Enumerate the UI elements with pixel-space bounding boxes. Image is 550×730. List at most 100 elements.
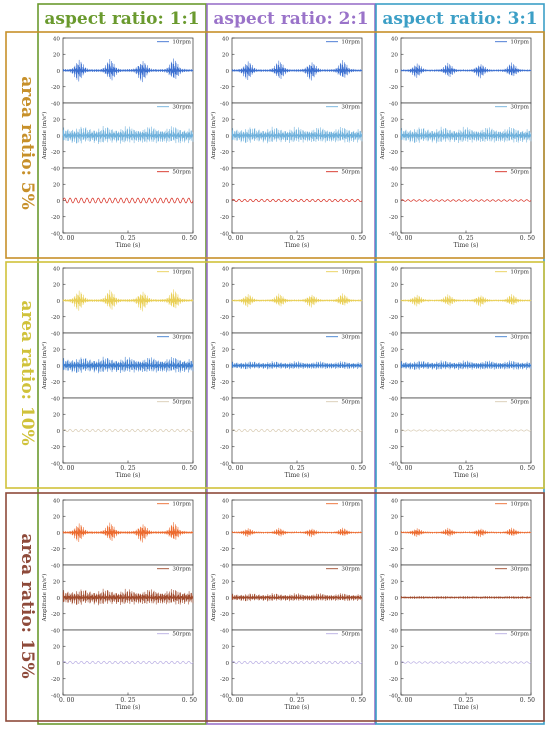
trace-50rpm xyxy=(231,660,363,665)
y-tick-label: 0 xyxy=(225,199,229,205)
x-axis-label: Time (s) xyxy=(285,472,310,479)
x-tick-label: 0. 50 xyxy=(520,465,535,472)
trace-50rpm xyxy=(62,197,194,204)
subplot-50rpm: 20 0 -20 -40 50rpm xyxy=(51,629,194,699)
trace-30rpm xyxy=(62,588,194,606)
x-tick-label: 0. 00 xyxy=(228,465,243,472)
y-tick-label: 20 xyxy=(391,580,399,586)
y-tick-label: -20 xyxy=(51,315,60,321)
trace-30rpm xyxy=(231,361,363,370)
subplot-10rpm: 40 20 0 -20 -40 10rpm xyxy=(51,266,194,337)
y-tick-label: 0 xyxy=(56,364,60,370)
trace-10rpm xyxy=(231,293,363,308)
row-box-1 xyxy=(5,31,545,259)
trace-30rpm xyxy=(231,593,363,602)
subplot-50rpm: 20 0 -20 -40 50rpm xyxy=(51,397,194,467)
legend-label: 10rpm xyxy=(172,40,191,46)
legend-label: 30rpm xyxy=(341,105,360,111)
y-tick-label: -20 xyxy=(389,215,398,221)
legend-label: 10rpm xyxy=(510,502,529,508)
panel-r3-c3: 40 20 0 -20 -40 10rpm 20 0 -20 -40 30rpm 20 0 -20 -40 5… xyxy=(379,498,535,711)
y-tick-label: -40 xyxy=(51,628,60,634)
subplot-30rpm: 20 0 -20 -40 30rpm xyxy=(389,332,532,402)
panel-r2-c3: 40 20 0 -20 -40 10rpm 20 0 -20 -40 30rpm 20 0 -20 -40 5… xyxy=(379,266,535,479)
y-tick-label: 40 xyxy=(222,498,230,504)
y-tick-label: -40 xyxy=(51,101,60,107)
trace-10rpm xyxy=(62,522,194,543)
y-tick-label: -40 xyxy=(51,461,60,467)
x-tick-label: 0. 25 xyxy=(120,235,135,242)
subplot-30rpm: 20 0 -20 -40 30rpm xyxy=(220,564,363,634)
column-title-2: aspect ratio: 2:1 xyxy=(213,9,368,29)
y-tick-label: 40 xyxy=(53,36,61,42)
y-tick-label: 0 xyxy=(225,661,229,667)
x-tick-label: 0. 50 xyxy=(182,465,197,472)
legend-label: 30rpm xyxy=(341,335,360,341)
y-tick-label: 20 xyxy=(222,283,230,289)
y-tick-label: 20 xyxy=(222,645,230,651)
y-tick-label: 20 xyxy=(53,515,61,521)
subplot-50rpm: 20 0 -20 -40 50rpm xyxy=(220,629,363,699)
x-tick-label: 0. 25 xyxy=(289,235,304,242)
y-axis-label: Amplitude (m/s²) xyxy=(210,342,217,391)
y-tick-label: -40 xyxy=(389,331,398,337)
panel-r1-c2: 40 20 0 -20 -40 10rpm 20 0 -20 -40 30rpm 20 0 -20 -40 5… xyxy=(210,36,366,249)
y-tick-label: 40 xyxy=(53,498,61,504)
y-tick-label: 0 xyxy=(225,596,229,602)
x-axis-label: Time (s) xyxy=(454,704,479,711)
y-tick-label: -40 xyxy=(220,331,229,337)
x-tick-label: 0. 25 xyxy=(289,465,304,472)
row-title-1: area ratio: 5% xyxy=(17,76,37,210)
y-tick-label: 20 xyxy=(53,348,61,354)
y-tick-label: 20 xyxy=(391,348,399,354)
y-tick-label: 20 xyxy=(53,645,61,651)
y-tick-label: -20 xyxy=(51,445,60,451)
y-tick-label: 20 xyxy=(222,413,230,419)
y-tick-label: -40 xyxy=(220,396,229,402)
y-tick-label: -20 xyxy=(220,547,229,553)
y-tick-label: -40 xyxy=(389,563,398,569)
y-tick-label: -40 xyxy=(51,693,60,699)
trace-10rpm xyxy=(400,527,532,538)
legend-label: 10rpm xyxy=(341,270,360,276)
y-tick-label: -40 xyxy=(389,166,398,172)
trace-50rpm xyxy=(62,660,194,665)
legend-label: 50rpm xyxy=(341,170,360,176)
trace-10rpm xyxy=(400,62,532,79)
y-tick-label: -20 xyxy=(51,547,60,553)
x-axis-label: Time (s) xyxy=(116,242,141,249)
y-tick-label: 0 xyxy=(56,596,60,602)
legend-label: 30rpm xyxy=(510,105,529,111)
y-tick-label: 0 xyxy=(225,69,229,75)
subplot-30rpm: 20 0 -20 -40 30rpm xyxy=(51,332,194,402)
y-tick-label: 40 xyxy=(391,266,399,272)
legend-label: 50rpm xyxy=(510,632,529,638)
y-tick-label: -20 xyxy=(389,85,398,91)
y-tick-label: -40 xyxy=(51,166,60,172)
y-tick-label: -40 xyxy=(51,231,60,237)
x-tick-label: 0. 00 xyxy=(59,465,74,472)
y-tick-label: 0 xyxy=(225,134,229,140)
legend-label: 50rpm xyxy=(172,170,191,176)
y-tick-label: -20 xyxy=(220,215,229,221)
subplot-10rpm: 40 20 0 -20 -40 10rpm xyxy=(51,498,194,569)
subplot-10rpm: 40 20 0 -20 -40 10rpm xyxy=(51,36,194,107)
trace-10rpm xyxy=(231,527,363,538)
y-tick-label: -40 xyxy=(220,231,229,237)
legend-label: 50rpm xyxy=(510,400,529,406)
y-tick-label: -20 xyxy=(51,150,60,156)
y-axis-label: Amplitude (m/s²) xyxy=(210,574,217,623)
y-tick-label: -20 xyxy=(51,85,60,91)
y-tick-label: 20 xyxy=(222,348,230,354)
x-tick-label: 0. 00 xyxy=(397,697,412,704)
y-tick-label: -20 xyxy=(389,612,398,618)
legend-label: 10rpm xyxy=(510,270,529,276)
y-tick-label: -20 xyxy=(389,677,398,683)
legend-label: 30rpm xyxy=(172,105,191,111)
legend-label: 50rpm xyxy=(341,632,360,638)
y-tick-label: 20 xyxy=(53,580,61,586)
panel-r1-c3: 40 20 0 -20 -40 10rpm 20 0 -20 -40 30rpm 20 0 -20 -40 5… xyxy=(379,36,535,249)
trace-30rpm xyxy=(400,126,532,144)
legend-label: 30rpm xyxy=(172,335,191,341)
